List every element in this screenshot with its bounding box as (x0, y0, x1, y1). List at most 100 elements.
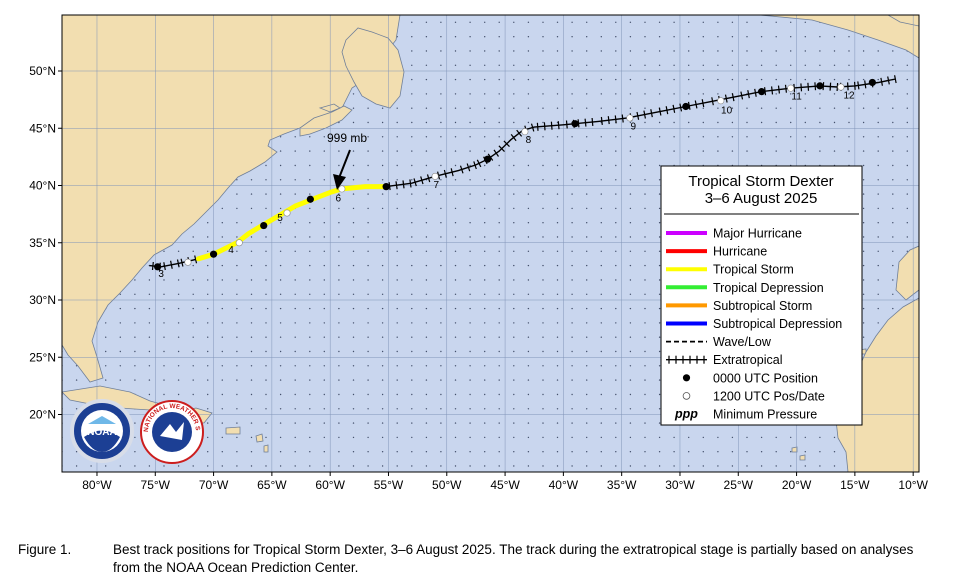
grid-dot (804, 64, 806, 67)
grid-dot (848, 107, 850, 109)
grid-dot (600, 64, 602, 67)
grid-dot (629, 121, 632, 124)
grid-dot (892, 293, 894, 295)
grid-dot (396, 451, 398, 453)
grid-dot (221, 408, 223, 410)
grid-dot (862, 250, 865, 252)
grid-dot (425, 164, 428, 167)
grid-dot (513, 164, 515, 167)
grid-dot (790, 93, 792, 95)
grid-dot (338, 379, 340, 381)
grid-dot (586, 222, 588, 224)
grid-dot (760, 436, 763, 439)
grid-dot (411, 150, 413, 152)
grid-dot (279, 264, 282, 267)
grid-dot (513, 193, 515, 195)
grid-dot (629, 436, 632, 439)
grid-dot (731, 107, 734, 109)
grid-dot (746, 436, 748, 439)
grid-dot (411, 393, 413, 396)
grid-dot (163, 322, 165, 324)
y-tick-label: 30°N (29, 293, 56, 307)
grid-dot (877, 193, 879, 195)
grid-dot (279, 393, 282, 396)
legend-label: Tropical Depression (713, 281, 824, 295)
grid-dot (279, 322, 282, 324)
grid-dot (775, 21, 777, 23)
grid-dot (600, 179, 602, 181)
grid-dot (833, 150, 836, 152)
grid-dot (906, 121, 908, 124)
grid-dot (673, 121, 675, 124)
grid-dot (571, 451, 573, 453)
grid-dot (513, 150, 515, 152)
grid-dot (221, 350, 223, 353)
grid-dot (469, 279, 471, 281)
grid-dot (265, 408, 267, 410)
grid-dot (367, 250, 369, 252)
grid-dot (498, 64, 500, 67)
grid-dot (469, 436, 471, 439)
grid-dot (571, 107, 573, 109)
grid-dot (892, 179, 894, 181)
grid-dot (469, 350, 471, 353)
grid-dot (819, 64, 821, 67)
grid-dot (862, 64, 865, 67)
grid-dot (469, 408, 471, 410)
grid-dot (673, 451, 675, 453)
grid-dot (295, 7, 296, 8)
grid-dot (309, 293, 311, 295)
position-0000-dot (682, 102, 690, 111)
x-tick-label: 35°W (607, 478, 637, 492)
grid-dot (469, 36, 471, 38)
grid-dot (702, 465, 704, 467)
grid-dot (469, 107, 471, 109)
grid-dot (586, 7, 587, 8)
grid-dot (265, 236, 267, 238)
extratropical-tick (194, 255, 198, 264)
grid-dot (367, 264, 369, 267)
grid-dot (192, 322, 194, 324)
grid-dot (338, 222, 340, 224)
grid-dot (367, 480, 368, 481)
grid-dot (658, 78, 661, 81)
grid-dot (381, 436, 384, 439)
grid-dot (207, 365, 209, 367)
grid-dot (644, 293, 646, 295)
grid-dot (236, 236, 238, 238)
grid-dot (615, 307, 617, 310)
grid-dot (746, 107, 748, 109)
grid-dot (279, 250, 282, 252)
grid-dot (629, 279, 632, 281)
legend-item: Wave/Low (666, 335, 772, 349)
grid-dot (469, 379, 471, 381)
grid-dot (323, 336, 325, 338)
grid-dot (527, 436, 530, 439)
grid-dot (819, 150, 821, 152)
grid-dot (90, 465, 92, 467)
grid-dot (236, 207, 238, 210)
grid-dot (323, 465, 325, 467)
grid-dot (848, 93, 850, 95)
grid-dot (309, 451, 311, 453)
grid-dot (862, 307, 865, 310)
position-0000-dot (209, 250, 218, 258)
grid-dot (119, 465, 122, 467)
grid-dot (542, 322, 544, 324)
grid-dot (119, 365, 122, 367)
grid-dot (411, 7, 412, 8)
grid-dot (644, 107, 646, 109)
position-0000-dot (757, 88, 766, 96)
grid-dot (61, 7, 62, 8)
grid-dot (396, 422, 398, 424)
date-label: 6 (336, 194, 342, 205)
grid-dot (877, 293, 879, 295)
grid-dot (892, 164, 894, 167)
grid-dot (775, 50, 777, 52)
legend-item: Hurricane (666, 245, 767, 259)
grid-dot (629, 336, 632, 338)
grid-dot (236, 7, 237, 8)
grid-dot (75, 451, 78, 453)
grid-dot (484, 50, 486, 52)
grid-dot (862, 279, 865, 281)
